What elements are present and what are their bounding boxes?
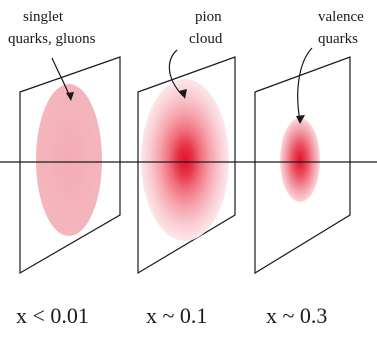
panel-3-arrowhead xyxy=(296,115,305,124)
panel-3-annotation-line-1: valence xyxy=(318,9,364,25)
panel-3-x-label: x ~ 0.3 xyxy=(266,303,327,328)
panel-2 xyxy=(137,49,236,275)
panel-1 xyxy=(19,56,121,275)
panel-2-arrowhead xyxy=(179,89,187,99)
panel-3 xyxy=(254,47,351,275)
panel-1-annotation-line-1: singlet xyxy=(23,9,64,25)
panel-2-pointer-arrow xyxy=(168,49,184,97)
panel-1-arrowhead xyxy=(66,92,74,101)
panel-1-distribution xyxy=(36,84,102,236)
panel-2-distribution xyxy=(141,79,229,241)
panel-3-distribution xyxy=(280,118,320,202)
panel-1-annotation-line-2: quarks, gluons xyxy=(8,31,96,47)
panel-2-x-label: x ~ 0.1 xyxy=(146,303,207,328)
panel-3-pointer-arrow xyxy=(297,47,313,122)
panel-1-x-label: x < 0.01 xyxy=(16,303,89,328)
panel-2-annotation-line-1: pion xyxy=(195,9,222,25)
panel-3-annotation-line-2: quarks xyxy=(318,31,358,47)
panel-2-annotation-line-2: cloud xyxy=(189,31,223,47)
